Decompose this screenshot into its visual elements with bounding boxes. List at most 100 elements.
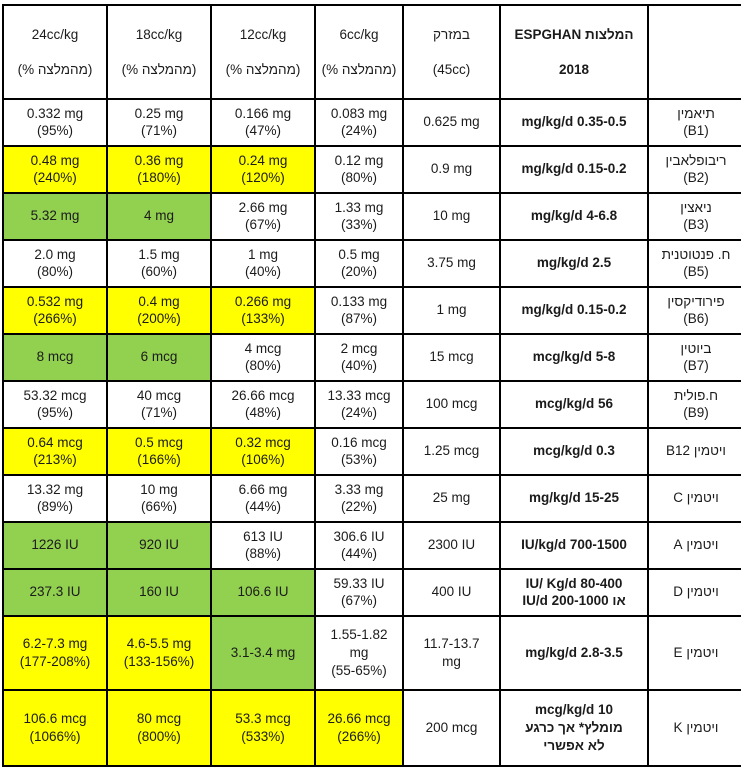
dose24-cell: 13.32 mg (89%) [2,473,108,523]
dose18-cell: 4.6-5.5 mg (133-156%) [106,614,212,691]
table-row: 1226 IU 920 IU 613 IU (88%) 306.6 IU (44%) 2… [2,520,741,570]
espghan-recommendation-cell: 0.15-0.2 mg/kg/d [499,144,649,194]
dose24-cell: 0.48 mg (240%) [2,144,108,194]
dose18-cell: 0.4 mg (200%) [106,285,212,335]
espghan-recommendation-cell: 0.3 mcg/kg/d [499,426,649,476]
dose12-cell: 1 mg (40%) [210,238,316,288]
syringe-amount-cell: 3.75 mg [402,238,501,288]
dose24-cell: 0.332 mg (95%) [2,97,108,147]
espghan-recommendation-cell: 80-400 IU/ Kg/d או 200-1000 IU/d [499,567,649,617]
espghan-recommendation-cell: 2.8-3.5 mg/kg/d [499,614,649,691]
dose18-cell: 920 IU [106,520,212,570]
dose12-cell: 0.24 mg (120%) [210,144,316,194]
vitamin-label-cell: ח. פנטוטנית (B5) [647,238,741,288]
syringe-amount-cell: 10 mg [402,191,501,241]
dose6-cell: 59.33 IU (67%) [314,567,404,617]
vitamin-label-cell: ויטמין B12 [647,426,741,476]
dose12-cell: 6.66 mg (44%) [210,473,316,523]
dose24-cell: 5.32 mg [2,191,108,241]
syringe-amount-cell: 11.7-13.7 mg [402,614,501,691]
column-header-syringe: במזרק (45cc) [402,4,501,100]
syringe-amount-cell: 0.9 mg [402,144,501,194]
dose24-cell: 237.3 IU [2,567,108,617]
syringe-amount-cell: 100 mcg [402,379,501,429]
dose6-cell: 0.5 mg (20%) [314,238,404,288]
dose12-cell: 0.32 mcg (106%) [210,426,316,476]
dose18-cell: 40 mcg (71%) [106,379,212,429]
dose18-cell: 1.5 mg (60%) [106,238,212,288]
espghan-recommendation-cell: 700-1500 IU/kg/d [499,520,649,570]
table-row: 8 mcg 6 mcg 4 mcg (80%) 2 mcg (40%) 15 mcg 5-… [2,332,741,382]
syringe-amount-cell: 25 mg [402,473,501,523]
vitamin-label-cell: ניאצין (B3) [647,191,741,241]
espghan-recommendation-cell: 10 mcg/kg/d מומלץ* אך כרגע לא אפשרי [499,688,649,767]
dose18-cell: 0.5 mcg (166%) [106,426,212,476]
table-row: 106.6 mcg (1066%) 80 mcg (800%) 53.3 mcg (… [2,688,741,767]
dose6-cell: 0.12 mg (80%) [314,144,404,194]
column-header-syringe-label: במזרק [433,26,470,42]
syringe-amount-cell: 400 IU [402,567,501,617]
dose24-cell: 8 mcg [2,332,108,382]
header-row: 24cc/kg (מהמלצה %) 18cc/kg (מהמלצה %) 12… [2,4,741,100]
syringe-amount-cell: 200 mcg [402,688,501,767]
column-header-volume: 24cc/kg [31,26,79,42]
espghan-recommendation-cell: 5-8 mcg/kg/d [499,332,649,382]
dose6-cell: 26.66 mcg (266%) [314,688,404,767]
column-header-percent-note: (מהמלצה %) [121,61,197,77]
dose6-cell: 0.133 mg (87%) [314,285,404,335]
dose18-cell: 10 mg (66%) [106,473,212,523]
dose6-cell: 0.16 mcg (53%) [314,426,404,476]
dose24-cell: 53.32 mcg (95%) [2,379,108,429]
column-header-volume: 12cc/kg [239,26,287,42]
vitamin-label-cell: פירודיקסין (B6) [647,285,741,335]
dose12-cell: 3.1-3.4 mg [210,614,316,691]
vitamin-label-cell: ויטמין C [647,473,741,523]
dose24-cell: 1226 IU [2,520,108,570]
dose18-cell: 0.36 mg (180%) [106,144,212,194]
vitamin-label-cell: תיאמין (B1) [647,97,741,147]
dose18-cell: 4 mg [106,191,212,241]
dose24-cell: 106.6 mcg (1066%) [2,688,108,767]
syringe-amount-cell: 1.25 mcg [402,426,501,476]
table-row: 0.48 mg (240%) 0.36 mg (180%) 0.24 mg (120… [2,144,741,194]
table-row: 0.332 mg (95%) 0.25 mg (71%) 0.166 mg (47%… [2,97,741,147]
column-header-18cc: 18cc/kg (מהמלצה %) [106,4,212,100]
espghan-recommendation-cell: 2.5 mg/kg/d [499,238,649,288]
table-row: 2.0 mg (80%) 1.5 mg (60%) 1 mg (40%) 0.5 mg… [2,238,741,288]
dose6-cell: 1.55-1.82 mg (55-65%) [314,614,404,691]
dose24-cell: 2.0 mg (80%) [2,238,108,288]
table-row: 53.32 mcg (95%) 40 mcg (71%) 26.66 mcg (48… [2,379,741,429]
dose12-cell: 2.66 mg (67%) [210,191,316,241]
column-header-percent-note: (מהמלצה %) [225,61,301,77]
dose18-cell: 6 mcg [106,332,212,382]
table-row: 0.532 mg (266%) 0.4 mg (200%) 0.266 mg (13… [2,285,741,335]
dose12-cell: 26.66 mcg (48%) [210,379,316,429]
column-header-syringe-volume: (45cc) [432,61,471,77]
column-header-24cc: 24cc/kg (מהמלצה %) [2,4,108,100]
dose24-cell: 0.64 mcg (213%) [2,426,108,476]
syringe-amount-cell: 1 mg [402,285,501,335]
espghan-recommendation-cell: 56 mcg/kg/d [499,379,649,429]
dose12-cell: 106.6 IU [210,567,316,617]
dose12-cell: 4 mcg (80%) [210,332,316,382]
dose18-cell: 0.25 mg (71%) [106,97,212,147]
column-header-12cc: 12cc/kg (מהמלצה %) [210,4,316,100]
column-header-espghan: המלצות ESPGHAN 2018 [499,4,649,100]
column-header-volume: 6cc/kg [339,26,379,42]
vitamin-label-cell: ויטמין A [647,520,741,570]
table-row: 237.3 IU 160 IU 106.6 IU 59.33 IU (67%) 400 … [2,567,741,617]
table-row: 6.2-7.3 mg (177-208%) 4.6-5.5 mg (133-156… [2,614,741,691]
vitamin-label-cell: ריבופלאבין (B2) [647,144,741,194]
dose6-cell: 0.083 mg (24%) [314,97,404,147]
espghan-recommendation-cell: 0.35-0.5 mg/kg/d [499,97,649,147]
espghan-recommendation-cell: 15-25 mg/kg/d [499,473,649,523]
column-header-vitamin [647,4,741,100]
dose24-cell: 6.2-7.3 mg (177-208%) [2,614,108,691]
syringe-amount-cell: 15 mcg [402,332,501,382]
syringe-amount-cell: 2300 IU [402,520,501,570]
column-header-6cc: 6cc/kg (מהמלצה %) [314,4,404,100]
vitamin-label-cell: ויטמין E [647,614,741,691]
dose6-cell: 306.6 IU (44%) [314,520,404,570]
dose18-cell: 80 mcg (800%) [106,688,212,767]
espghan-recommendation-cell: 0.15-0.2 mg/kg/d [499,285,649,335]
